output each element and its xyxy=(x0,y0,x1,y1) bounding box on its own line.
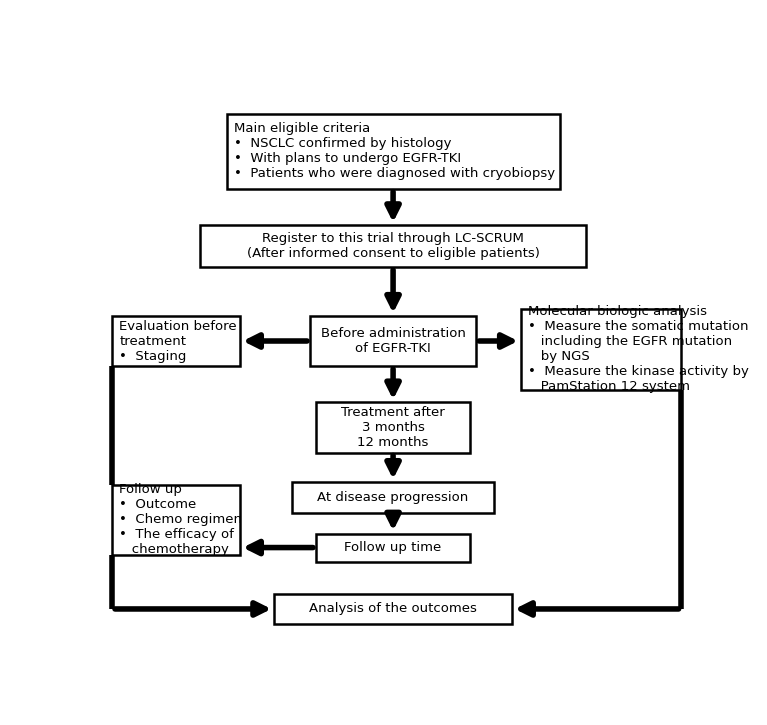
Text: Before administration
of EGFR-TKI: Before administration of EGFR-TKI xyxy=(321,327,466,355)
Text: Register to this trial through LC-SCRUM
(After informed consent to eligible pati: Register to this trial through LC-SCRUM … xyxy=(247,232,539,260)
FancyBboxPatch shape xyxy=(200,225,586,267)
FancyBboxPatch shape xyxy=(275,594,512,624)
FancyBboxPatch shape xyxy=(292,482,494,513)
Text: Follow up time: Follow up time xyxy=(344,541,442,554)
Text: Main eligible criteria
•  NSCLC confirmed by histology
•  With plans to undergo : Main eligible criteria • NSCLC confirmed… xyxy=(234,123,555,181)
Text: Analysis of the outcomes: Analysis of the outcomes xyxy=(309,602,477,616)
Text: Evaluation before
treatment
•  Staging: Evaluation before treatment • Staging xyxy=(120,320,237,362)
Text: Follow up
•  Outcome
•  Chemo regimen
•  The efficacy of
   chemotherapy: Follow up • Outcome • Chemo regimen • Th… xyxy=(120,483,242,556)
FancyBboxPatch shape xyxy=(310,316,476,366)
Text: Treatment after
3 months
12 months: Treatment after 3 months 12 months xyxy=(341,406,445,449)
FancyBboxPatch shape xyxy=(316,402,470,452)
FancyBboxPatch shape xyxy=(227,114,560,189)
Text: Molecular biologic analysis
•  Measure the somatic mutation
   including the EGF: Molecular biologic analysis • Measure th… xyxy=(528,305,749,394)
Text: At disease progression: At disease progression xyxy=(318,491,469,504)
FancyBboxPatch shape xyxy=(316,534,470,562)
FancyBboxPatch shape xyxy=(521,309,681,390)
FancyBboxPatch shape xyxy=(112,485,240,555)
FancyBboxPatch shape xyxy=(112,316,240,366)
